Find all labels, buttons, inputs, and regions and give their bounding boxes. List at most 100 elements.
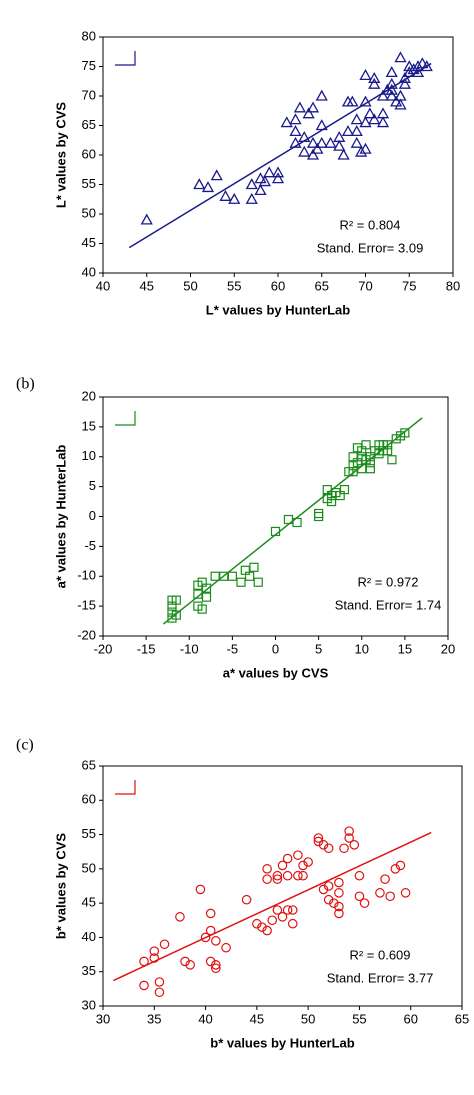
x-tick-label: -20 [94,641,113,656]
point [376,89,390,101]
point [365,458,375,468]
y-axis-title: b* values by CVS [53,833,68,940]
y-tick-label: -5 [84,538,96,553]
y-tick-label: -15 [77,598,96,613]
point [385,66,398,78]
y-tick-label: 45 [82,895,96,910]
point [400,428,410,438]
x-axis-title: L* values by HunterLab [206,302,351,317]
point [193,589,203,599]
point [245,192,258,204]
point [333,139,346,151]
point [298,130,311,142]
point [400,888,411,898]
x-tick-label: 0 [272,641,279,656]
x-tick-label: 80 [446,278,460,293]
point [375,888,385,898]
y-axis-title: L* values by CVS [53,102,68,209]
point [197,604,207,614]
point [302,107,315,119]
point [380,874,390,884]
point [385,89,398,101]
point [398,71,411,83]
y-tick-label: 10 [82,448,96,463]
point [287,918,298,929]
x-tick-label: 65 [315,278,329,293]
point [350,113,363,125]
point [293,870,303,881]
x-tick-label: 55 [352,1011,366,1026]
point [298,860,308,871]
point [180,956,190,967]
point [387,455,397,465]
point [354,870,365,881]
point [349,840,360,850]
corner-bracket [115,780,136,795]
point [171,595,181,605]
x-axis-title: b* values by HunterLab [210,1035,355,1050]
point [313,836,324,847]
point [205,908,216,919]
point [334,901,344,912]
y-tick-label: 80 [82,28,96,43]
point [323,894,334,905]
point [171,610,181,620]
point [348,467,358,477]
x-tick-label: 10 [355,641,369,656]
y-tick-label: 55 [82,826,96,841]
point [411,66,425,78]
point [376,116,390,128]
point [339,843,349,854]
y-tick-label: 55 [82,176,96,191]
point [365,464,375,474]
y-tick-label: 30 [82,997,96,1012]
point [394,51,407,63]
point [289,113,302,125]
point [420,60,433,72]
x-tick-label: 45 [140,278,154,293]
point [403,60,416,72]
point [267,915,278,926]
point [211,936,221,946]
point [359,898,370,908]
point [249,562,259,572]
point [293,850,303,860]
point [258,175,271,187]
point [283,514,294,525]
x-tick-label: 20 [441,641,455,656]
point [344,826,354,836]
point [277,912,288,922]
x-tick-label: 15 [398,641,412,656]
point [271,166,285,178]
corner-bracket [115,411,136,426]
y-tick-label: 0 [89,508,96,523]
point [303,857,313,867]
x-tick-label: 35 [147,1011,161,1026]
panel-label: (b) [16,376,35,393]
point [357,464,367,474]
annotation: R² = 0.804 [339,217,400,232]
point [385,83,398,95]
corner-bracket [115,51,136,66]
point [306,136,320,148]
y-tick-label: 15 [82,418,96,433]
point [350,136,363,148]
y-axis-title: a* values by HunterLab [53,445,68,589]
point [318,840,329,850]
point [201,592,212,602]
point [390,95,403,107]
point [337,148,350,160]
point [306,148,320,160]
point [271,172,285,184]
point [139,980,149,991]
point [298,145,311,157]
point [383,446,393,456]
point [245,178,258,190]
point [277,860,288,871]
point [368,71,381,83]
x-tick-label: -15 [137,641,156,656]
y-tick-label: -10 [77,568,96,583]
x-tick-label: 50 [301,1011,315,1026]
point [289,125,302,137]
point [359,69,372,80]
